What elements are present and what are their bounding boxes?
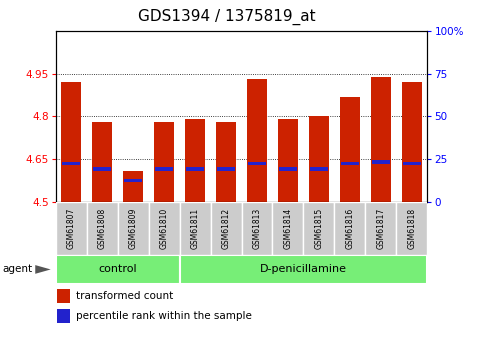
Bar bbox=[309, 117, 329, 202]
Text: GSM61808: GSM61808 bbox=[98, 208, 107, 249]
Text: GSM61817: GSM61817 bbox=[376, 208, 385, 249]
Bar bbox=[117, 202, 149, 255]
Text: GSM61814: GSM61814 bbox=[284, 208, 293, 249]
Bar bbox=[242, 202, 272, 255]
Bar bbox=[180, 202, 211, 255]
Text: GSM61816: GSM61816 bbox=[345, 208, 355, 249]
Bar bbox=[186, 167, 204, 171]
Bar bbox=[272, 202, 303, 255]
Bar bbox=[154, 122, 174, 202]
Bar bbox=[62, 161, 80, 165]
Bar bbox=[123, 170, 143, 202]
Bar bbox=[185, 119, 205, 202]
Text: transformed count: transformed count bbox=[76, 291, 173, 301]
Bar bbox=[149, 202, 180, 255]
Text: GDS1394 / 1375819_at: GDS1394 / 1375819_at bbox=[138, 9, 316, 25]
Text: GSM61807: GSM61807 bbox=[67, 208, 75, 249]
Bar bbox=[155, 167, 173, 171]
Bar bbox=[402, 82, 422, 202]
Text: GSM61811: GSM61811 bbox=[190, 208, 199, 249]
Bar bbox=[56, 255, 180, 284]
Bar bbox=[248, 161, 266, 165]
Text: GSM61813: GSM61813 bbox=[253, 208, 261, 249]
Bar bbox=[92, 122, 112, 202]
Bar bbox=[247, 79, 267, 202]
Bar bbox=[403, 161, 421, 165]
Text: GSM61810: GSM61810 bbox=[159, 208, 169, 249]
Bar bbox=[340, 97, 360, 202]
Bar bbox=[334, 202, 366, 255]
Text: GSM61818: GSM61818 bbox=[408, 208, 416, 249]
Bar bbox=[57, 289, 71, 303]
Text: GSM61815: GSM61815 bbox=[314, 208, 324, 249]
Bar bbox=[371, 77, 391, 202]
Bar bbox=[279, 167, 297, 171]
Text: control: control bbox=[98, 265, 137, 274]
Bar bbox=[86, 202, 117, 255]
Bar bbox=[93, 167, 111, 171]
Bar bbox=[56, 202, 86, 255]
Bar bbox=[216, 122, 236, 202]
Bar bbox=[372, 160, 390, 164]
Bar bbox=[303, 202, 334, 255]
Text: GSM61812: GSM61812 bbox=[222, 208, 230, 249]
Text: D-penicillamine: D-penicillamine bbox=[260, 265, 347, 274]
Bar bbox=[341, 161, 359, 165]
Bar bbox=[217, 167, 235, 171]
Bar bbox=[211, 202, 242, 255]
Text: percentile rank within the sample: percentile rank within the sample bbox=[76, 311, 252, 321]
Bar bbox=[397, 202, 427, 255]
Bar bbox=[180, 255, 427, 284]
Bar bbox=[310, 167, 328, 171]
Polygon shape bbox=[35, 265, 51, 274]
Bar bbox=[61, 82, 81, 202]
Bar bbox=[278, 119, 298, 202]
Text: agent: agent bbox=[2, 265, 32, 274]
Bar bbox=[124, 179, 142, 182]
Bar bbox=[366, 202, 397, 255]
Text: GSM61809: GSM61809 bbox=[128, 208, 138, 249]
Bar bbox=[57, 309, 71, 323]
